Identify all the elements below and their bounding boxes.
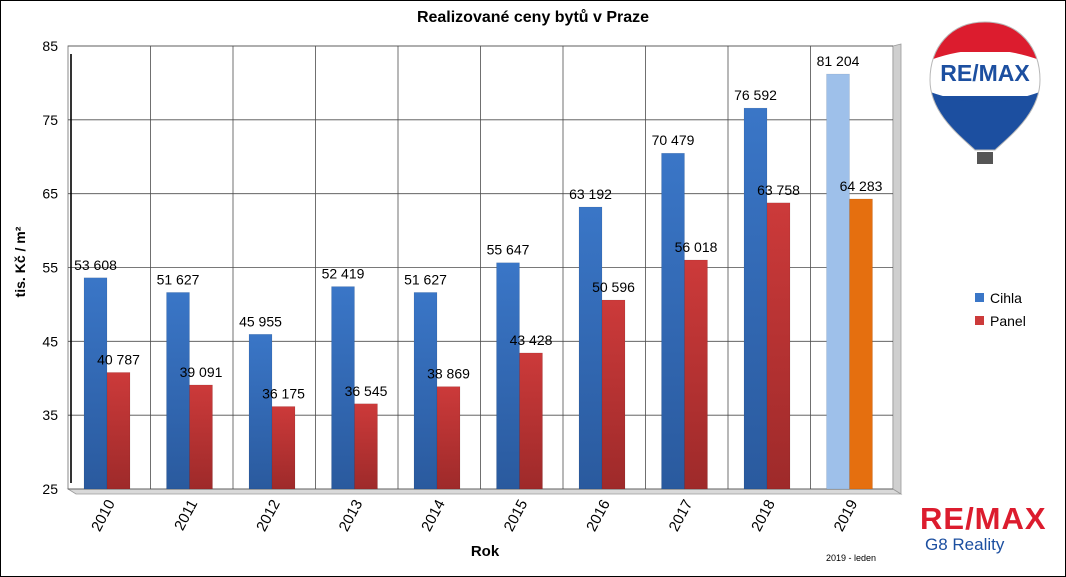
bar-cihla-2011: [166, 292, 190, 490]
data-label-panel-2019: 64 283: [840, 178, 883, 194]
data-label-cihla-2013: 52 419: [322, 266, 365, 282]
data-label-cihla-2012: 45 955: [239, 313, 282, 329]
bar-cihla-2018: [743, 107, 768, 490]
brand-name: RE/MAX: [920, 501, 1047, 536]
legend-label-cihla: Cihla: [990, 289, 1022, 306]
bar-cihla-2017: [661, 152, 685, 490]
date-note: 2019 - leden: [826, 553, 877, 563]
data-label-cihla-2018: 76 592: [734, 87, 777, 103]
x-tick-label: 2012: [253, 497, 284, 534]
bar-panel-2019: [849, 198, 873, 490]
legend-label-panel: Panel: [990, 312, 1026, 329]
brand-subtitle: G8 Reality: [925, 535, 1005, 554]
data-label-panel-2015: 43 428: [510, 332, 553, 348]
data-label-cihla-2015: 55 647: [487, 242, 530, 258]
legend-swatch-cihla: [975, 293, 984, 302]
plot-floor: [66, 488, 903, 495]
data-label-panel-2016: 50 596: [592, 279, 635, 295]
x-tick-label: 2018: [748, 497, 779, 534]
x-tick-label: 2011: [171, 497, 201, 533]
x-axis-label: Rok: [470, 543, 500, 560]
data-label-cihla-2019: 81 204: [817, 53, 860, 69]
data-label-cihla-2014: 51 627: [404, 271, 447, 287]
y-tick-label: 45: [42, 333, 58, 349]
bar-cihla-2010: [83, 277, 108, 490]
bar-panel-2014: [436, 386, 461, 490]
data-label-panel-2011: 39 091: [180, 364, 223, 380]
bar-panel-2015: [519, 352, 543, 490]
bar-panel-2010: [106, 372, 131, 490]
y-tick-label: 35: [42, 407, 58, 423]
brand-logo: RE/MAX G8 Reality: [920, 503, 1047, 555]
remax-balloon-logo: RE/MAX: [929, 21, 1041, 164]
data-label-panel-2010: 40 787: [97, 351, 140, 367]
bar-cihla-2013: [331, 286, 355, 490]
x-tick-label: 2019: [831, 497, 862, 534]
y-tick-label: 55: [42, 260, 58, 276]
bar-panel-2013: [354, 403, 378, 490]
x-tick-label: 2015: [501, 497, 532, 534]
data-label-panel-2018: 63 758: [757, 182, 800, 198]
bar-panel-2011: [189, 384, 213, 490]
data-label-panel-2012: 36 175: [262, 385, 305, 401]
y-tick-label: 75: [42, 112, 58, 128]
data-label-panel-2017: 56 018: [675, 239, 718, 255]
y-tick-label: 85: [42, 38, 58, 54]
data-label-cihla-2011: 51 627: [157, 271, 200, 287]
data-label-panel-2014: 38 869: [427, 366, 470, 382]
bar-cihla-2019: [826, 73, 850, 490]
chart-legend: Cihla Panel: [975, 286, 1026, 332]
bar-panel-2018: [766, 202, 791, 490]
bar-cihla-2016: [578, 206, 603, 490]
bar-panel-2016: [601, 299, 626, 490]
balloon-logo-text: RE/MAX: [940, 60, 1030, 86]
bar-panel-2012: [271, 406, 296, 490]
data-label-panel-2013: 36 545: [345, 383, 388, 399]
chart-title: Realizované ceny bytů v Praze: [416, 9, 650, 26]
bar-panel-2017: [684, 259, 708, 490]
bar-cihla-2012: [248, 334, 273, 490]
data-label-cihla-2016: 63 192: [569, 186, 612, 202]
data-label-cihla-2017: 70 479: [652, 132, 695, 148]
plot-side-wall: [892, 43, 902, 495]
legend-swatch-panel: [975, 316, 984, 325]
bar-cihla-2015: [496, 262, 520, 490]
x-tick-label: 2013: [336, 497, 367, 534]
y-tick-label: 65: [42, 186, 58, 202]
x-tick-label: 2010: [88, 497, 119, 534]
legend-item-cihla: Cihla: [975, 286, 1026, 309]
x-tick-label: 2016: [583, 497, 614, 534]
x-tick-label: 2017: [666, 497, 697, 534]
y-tick-label: 25: [42, 481, 58, 497]
bar-cihla-2014: [413, 292, 438, 490]
legend-item-panel: Panel: [975, 309, 1026, 332]
data-label-cihla-2010: 53 608: [74, 257, 117, 273]
x-tick-label: 2014: [418, 497, 449, 534]
